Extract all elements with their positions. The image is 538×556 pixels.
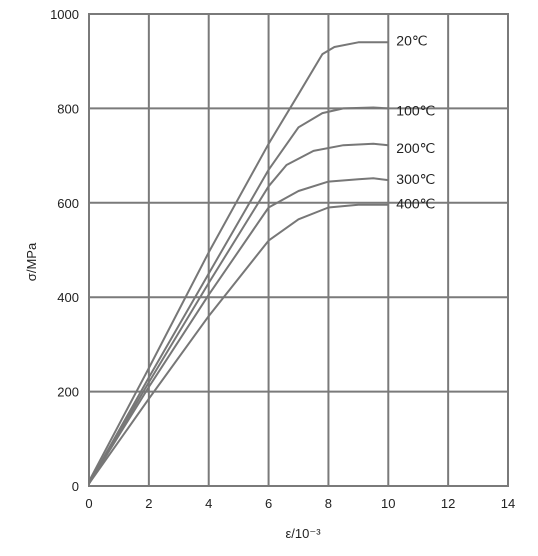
x-tick-label: 6	[265, 496, 272, 511]
series-labels: 20℃ 100℃ 200℃ 300℃ 400℃	[396, 32, 435, 211]
series-label: 100℃	[396, 102, 435, 118]
y-tick-label: 0	[72, 479, 79, 494]
y-tick-label: 200	[57, 385, 79, 400]
grid	[89, 14, 508, 486]
y-tick-label: 400	[57, 290, 79, 305]
tick-labels: 0 2 4 6 8 10 12 14 0 200 400 600 800 1000	[50, 7, 515, 511]
x-axis-label: ε/10⁻³	[285, 526, 321, 541]
x-tick-label: 8	[325, 496, 332, 511]
series-line	[88, 106, 389, 485]
x-tick-label: 14	[501, 496, 515, 511]
y-tick-label: 1000	[50, 7, 79, 22]
x-tick-label: 12	[441, 496, 455, 511]
series-line	[88, 142, 389, 485]
series-line	[88, 203, 389, 485]
y-tick-label: 600	[57, 196, 79, 211]
series-label: 20℃	[396, 32, 427, 48]
plot-frame	[88, 13, 509, 487]
x-tick-label: 2	[145, 496, 152, 511]
series-label: 400℃	[396, 196, 435, 212]
axes	[88, 13, 509, 487]
series-label: 200℃	[396, 140, 435, 156]
series-label: 300℃	[396, 171, 435, 187]
x-tick-label: 4	[205, 496, 212, 511]
y-tick-label: 800	[57, 101, 79, 116]
series-line	[88, 41, 389, 482]
series-lines	[88, 41, 389, 485]
y-axis-label: σ/MPa	[24, 242, 39, 281]
x-tick-label: 0	[85, 496, 92, 511]
series-line	[88, 177, 389, 485]
x-tick-label: 10	[381, 496, 395, 511]
